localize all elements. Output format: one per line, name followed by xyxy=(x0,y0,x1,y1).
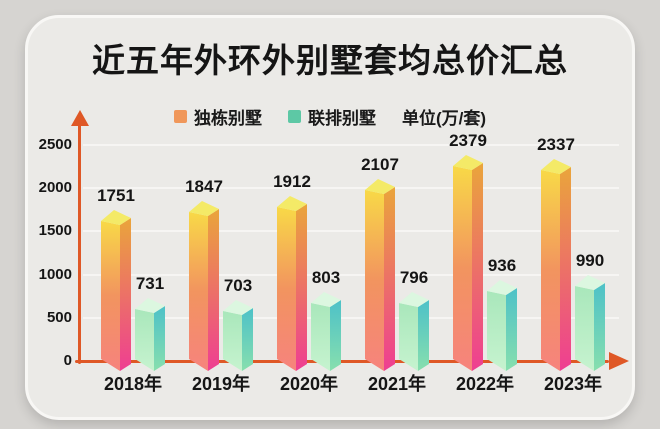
bar-detached-2018 xyxy=(101,210,131,371)
bar-detached-2021-face-top xyxy=(365,179,395,194)
year-label-2023: 2023年 xyxy=(543,374,603,394)
bar-detached-2020 xyxy=(277,196,307,371)
bar-detached-2020-face-top xyxy=(277,196,307,211)
bar-detached-2022-face-right xyxy=(472,163,483,371)
legend-swatch-townhouse-icon xyxy=(287,110,301,123)
bar-townhouse-2019-face-right xyxy=(242,308,253,371)
y-tick-2000: 2000 xyxy=(38,179,72,197)
bar-townhouse-2023-face-top xyxy=(575,275,605,290)
bar-townhouse-2021-face-top xyxy=(399,292,429,307)
bar-townhouse-2019-face-top xyxy=(223,300,253,315)
bar-detached-2019-face-right xyxy=(208,209,219,371)
x-axis xyxy=(75,360,609,363)
y-tick-1000: 1000 xyxy=(38,265,72,283)
bar-detached-2021-face-left xyxy=(365,190,384,371)
bar-townhouse-2022-face-top xyxy=(487,280,517,295)
bar-townhouse-2018-face-left xyxy=(135,309,154,371)
gridline-2500 xyxy=(83,144,619,146)
value-label-townhouse-2018: 731 xyxy=(135,274,165,293)
value-label-townhouse-2023: 990 xyxy=(575,251,605,270)
bar-townhouse-2019-face-left xyxy=(223,311,242,371)
year-label-2019: 2019年 xyxy=(191,374,251,394)
bar-detached-2018-face-right xyxy=(120,218,131,371)
bar-townhouse-2023-face-right xyxy=(594,283,605,371)
legend-unit-label: 单位(万/套) xyxy=(401,109,487,128)
value-label-townhouse-2019: 703 xyxy=(223,276,253,295)
gridline-500 xyxy=(83,316,619,319)
bar-townhouse-2020-face-right xyxy=(330,300,341,371)
bar-detached-2020-face-right xyxy=(296,204,307,371)
bar-townhouse-2022-face-left xyxy=(487,291,506,371)
bar-townhouse-2018-face-right xyxy=(154,306,165,371)
bar-detached-2020-face-left xyxy=(277,207,296,371)
bar-townhouse-2022-face-right xyxy=(506,288,517,371)
bar-townhouse-2021-face-left xyxy=(399,303,418,371)
gridline-2000 xyxy=(83,187,619,190)
value-label-townhouse-2021: 796 xyxy=(399,268,429,287)
bar-detached-2023-face-right xyxy=(560,167,571,371)
bar-detached-2023 xyxy=(541,159,571,371)
year-label-2022: 2022年 xyxy=(455,374,515,394)
bar-detached-2019-face-left xyxy=(189,212,208,371)
y-tick-1500: 1500 xyxy=(38,222,72,240)
bar-detached-2021-face-right xyxy=(384,187,395,371)
bar-detached-2023-face-top xyxy=(541,159,571,174)
bar-detached-2023-face-left xyxy=(541,170,560,371)
chart-title: 近五年外环外别墅套均总价汇总 xyxy=(92,42,568,79)
value-label-detached-2021: 2107 xyxy=(361,155,399,174)
legend-swatch-detached-icon xyxy=(173,110,187,123)
value-label-townhouse-2022: 936 xyxy=(487,256,517,275)
value-label-townhouse-2020: 803 xyxy=(311,268,341,287)
bar-detached-2018-face-top xyxy=(101,210,131,225)
legend-label-detached: 独栋别墅 xyxy=(193,109,262,128)
bar-detached-2022-face-left xyxy=(453,166,472,371)
value-label-detached-2019: 1847 xyxy=(185,177,223,196)
y-axis-arrow-icon xyxy=(70,110,89,126)
legend-item-townhouse: 联排别墅 xyxy=(287,104,376,129)
bar-townhouse-2020-face-left xyxy=(311,303,330,371)
gridline-1000 xyxy=(83,273,619,276)
gridline-1500 xyxy=(83,230,619,233)
legend-item-detached: 独栋别墅 xyxy=(173,104,262,129)
bar-townhouse-2019 xyxy=(223,300,253,371)
bar-townhouse-2023 xyxy=(575,275,605,371)
bar-townhouse-2020-face-top xyxy=(311,292,341,307)
bar-townhouse-2021-face-right xyxy=(418,300,429,371)
bar-townhouse-2021 xyxy=(399,292,429,371)
bar-detached-2022-face-top xyxy=(453,155,483,170)
year-label-2018: 2018年 xyxy=(103,374,163,394)
legend: 独栋别墅 联排别墅 单位(万/套) xyxy=(28,104,632,129)
y-axis xyxy=(78,124,81,364)
x-axis-arrow-icon xyxy=(609,352,629,370)
bar-townhouse-2020 xyxy=(311,292,341,371)
chart-card: 近五年外环外别墅套均总价汇总 独栋别墅 联排别墅 单位(万/套) 0 500 100… xyxy=(25,15,635,420)
year-label-2021: 2021年 xyxy=(367,374,427,394)
bar-detached-2021 xyxy=(365,179,395,371)
bar-townhouse-2023-face-left xyxy=(575,286,594,371)
value-label-detached-2018: 1751 xyxy=(97,186,135,205)
bar-detached-2019 xyxy=(189,201,219,371)
value-label-detached-2023: 2337 xyxy=(537,135,575,154)
value-label-detached-2022: 2379 xyxy=(449,131,487,150)
bar-detached-2022 xyxy=(453,155,483,371)
plot-area: 0 500 1000 1500 2000 2500 1751 731 2018年 1847 703 2… xyxy=(28,18,632,417)
bar-townhouse-2022 xyxy=(487,280,517,371)
bar-townhouse-2018-face-top xyxy=(135,298,165,313)
bar-detached-2019-face-top xyxy=(189,201,219,216)
y-tick-500: 500 xyxy=(46,308,72,326)
bar-detached-2018-face-left xyxy=(101,221,120,371)
y-tick-2500: 2500 xyxy=(38,136,72,153)
year-label-2020: 2020年 xyxy=(279,374,339,394)
legend-label-townhouse: 联排别墅 xyxy=(307,109,376,128)
y-tick-0: 0 xyxy=(63,352,72,369)
value-label-detached-2020: 1912 xyxy=(273,172,311,191)
bar-townhouse-2018 xyxy=(135,298,165,371)
